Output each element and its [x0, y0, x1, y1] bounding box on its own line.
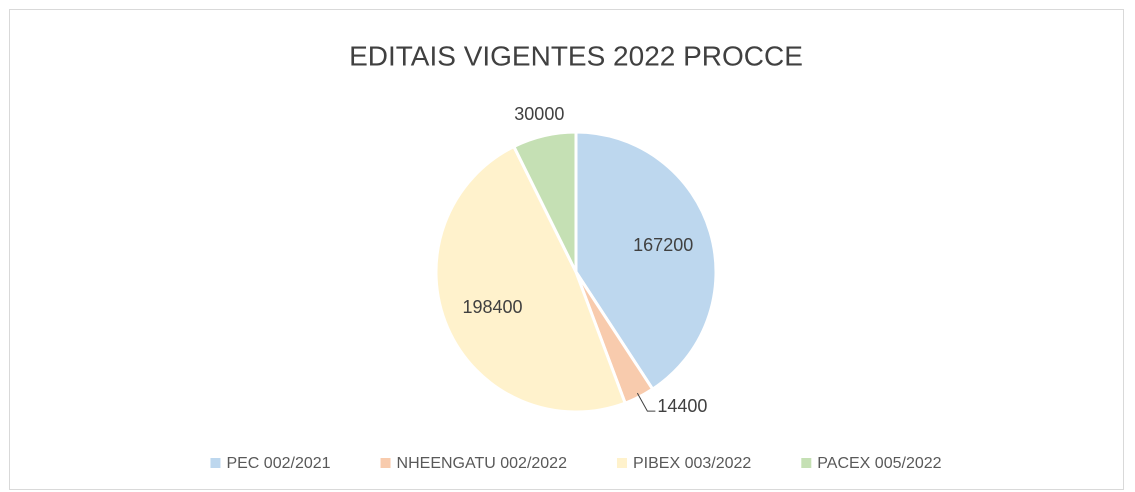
chart-title: EDITAIS VIGENTES 2022 PROCCE [349, 40, 803, 71]
data-label: 198400 [462, 297, 522, 317]
legend-swatch [616, 458, 627, 468]
legend-label: PEC 002/2021 [226, 455, 330, 472]
legend-swatch [380, 458, 391, 468]
pie-slice [511, 130, 578, 273]
leader-line [636, 392, 656, 412]
legend-label: PACEX 005/2022 [817, 455, 941, 472]
pie-slice [434, 144, 628, 414]
legend-label: PIBEX 003/2022 [633, 455, 751, 472]
data-label: 30000 [514, 104, 564, 124]
legend-swatch [801, 458, 812, 468]
data-label: 14400 [657, 396, 707, 416]
legend-label: NHEENGATU 002/2022 [397, 455, 568, 472]
data-label: 167200 [633, 235, 693, 255]
legend-swatch [210, 458, 221, 468]
